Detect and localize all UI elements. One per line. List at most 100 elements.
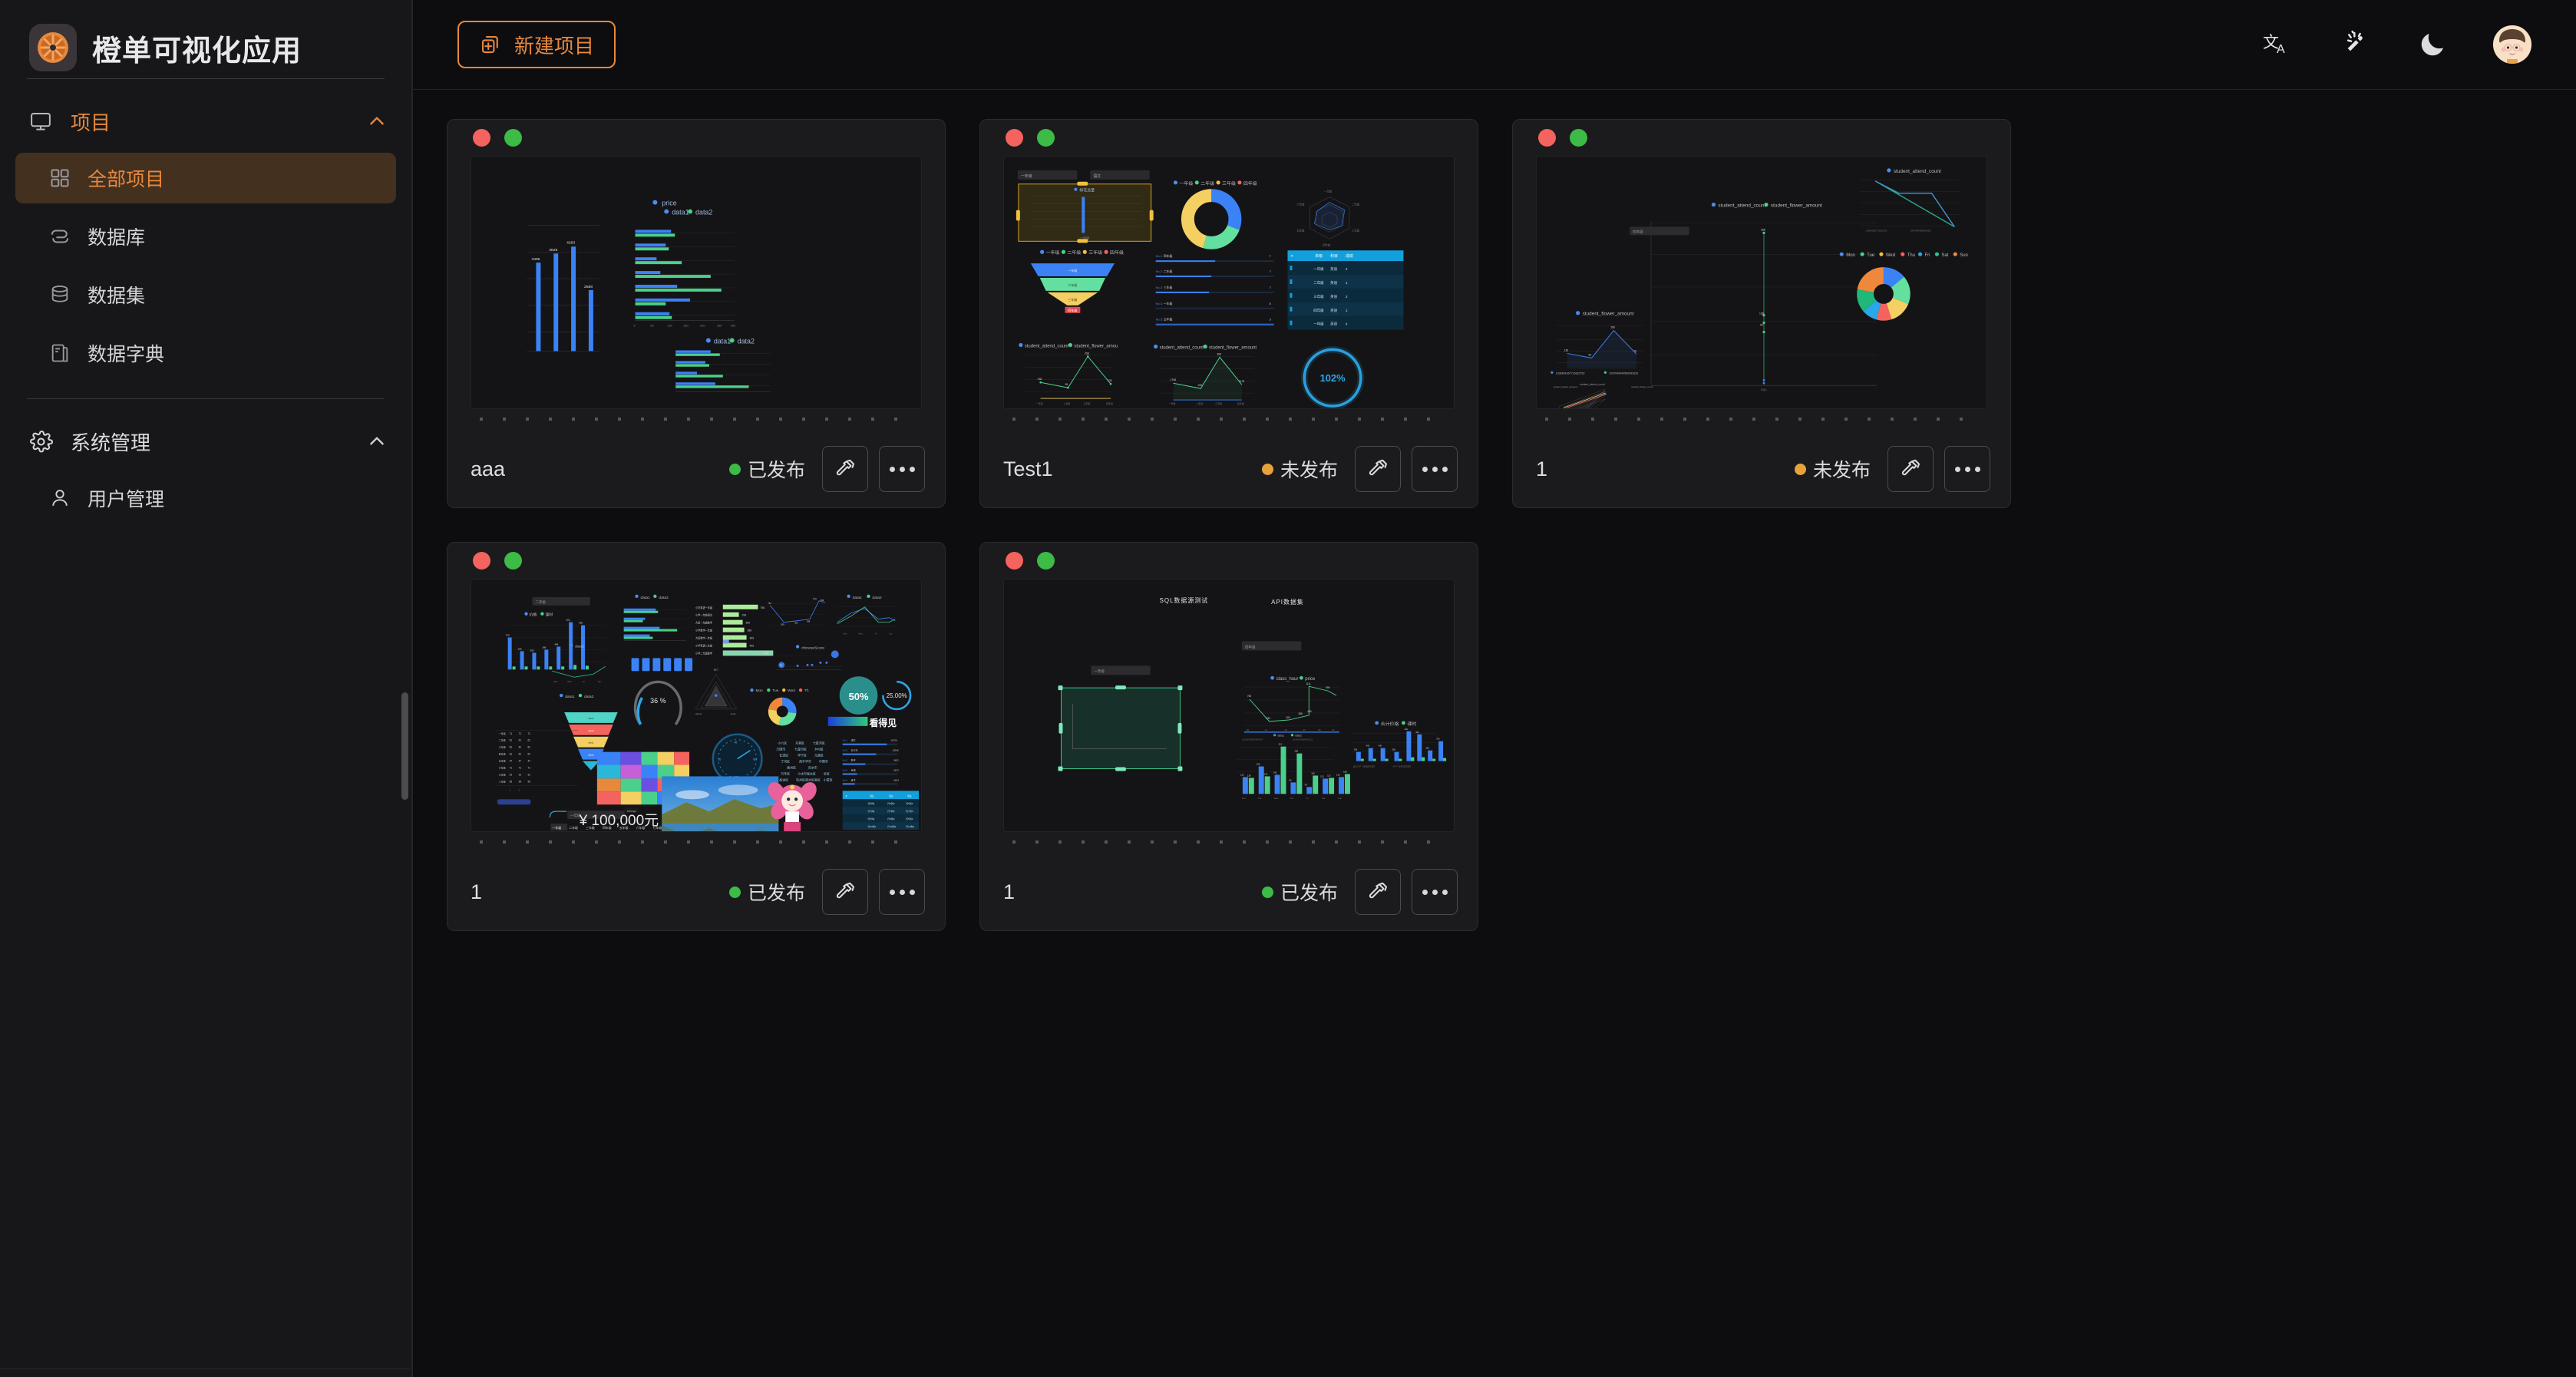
svg-text:300: 300 <box>1392 748 1396 751</box>
project-card[interactable]: student_attend_count 1036841067716322752… <box>1512 119 2011 508</box>
more-options-button[interactable] <box>879 446 925 492</box>
project-card[interactable]: SQL数据源测试 API数据集 四年级 一年级 <box>979 542 1478 931</box>
avatar[interactable] <box>2493 25 2531 64</box>
card-thumbnail-dashboard-full[interactable]: 一年级 语文 鲜花总量 一 <box>1003 156 1455 409</box>
svg-text:行5列2: 行5列2 <box>887 801 895 805</box>
edit-project-button[interactable] <box>822 869 868 915</box>
svg-text:81: 81 <box>519 746 522 749</box>
status-dot <box>1261 463 1273 475</box>
main-area: 新建项目 文 A <box>413 0 2576 1377</box>
sidebar: 橙单可视化应用 项目 <box>0 0 413 1377</box>
card-thumbnail-charts-bars[interactable]: price <box>471 156 922 409</box>
sidebar-scrollbar[interactable] <box>401 692 408 800</box>
money-label: ¥ 100,000元 <box>579 813 659 829</box>
more-options-button[interactable] <box>1412 869 1458 915</box>
svg-text:3826: 3826 <box>549 248 557 253</box>
more-options-button[interactable] <box>1412 446 1458 492</box>
svg-text:杭州区南水区高区: 杭州区南水区高区 <box>796 778 821 781</box>
svg-text:1036841067716322752: 1036841067716322752 <box>1556 371 1585 375</box>
svg-text:一年级: 一年级 <box>570 813 581 818</box>
svg-text:data2: data2 <box>738 338 755 345</box>
svg-text:student_attend_count: student_attend_count <box>1025 344 1069 348</box>
edit-project-button[interactable] <box>1355 446 1401 492</box>
svg-text:Tue: Tue <box>1258 797 1262 800</box>
svg-text:71: 71 <box>527 766 530 769</box>
svg-text:Tue: Tue <box>1867 253 1875 258</box>
svg-text:61: 61 <box>510 753 513 756</box>
svg-text:100: 100 <box>667 324 672 328</box>
svg-text:2588: 2588 <box>584 285 593 289</box>
card-thumbnail-sql-api-dashboard[interactable]: SQL数据源测试 API数据集 四年级 一年级 <box>1003 579 1455 832</box>
magic-wand-icon[interactable] <box>2337 27 2372 62</box>
project-name: 1 <box>1003 880 1016 903</box>
svg-text:95: 95 <box>1760 324 1763 327</box>
svg-text:四年级: 四年级 <box>1245 644 1256 649</box>
svg-text:71: 71 <box>527 732 530 735</box>
svg-text:元源区: 元源区 <box>814 754 824 758</box>
svg-text:行7列3: 行7列3 <box>906 809 913 813</box>
sidebar-item-all-projects[interactable]: 全部项目 <box>15 153 396 203</box>
card-ruler-ticks <box>447 409 945 431</box>
edit-project-button[interactable] <box>1355 869 1401 915</box>
more-options-button[interactable] <box>1944 446 1990 492</box>
svg-text:行5列1: 行5列1 <box>867 817 875 821</box>
svg-text:大班数学一年级: 大班数学一年级 <box>695 636 713 640</box>
svg-text:33: 33 <box>1303 728 1306 731</box>
svg-text:一年级: 一年级 <box>1036 401 1043 405</box>
svg-text:美术: 美术 <box>851 778 856 781</box>
svg-text:一年级: 一年级 <box>1164 302 1173 305</box>
svg-text:Fri: Fri <box>583 680 585 683</box>
svg-text:50: 50 <box>650 324 654 328</box>
status-dot <box>1794 463 1806 475</box>
project-card[interactable]: 一年级 语文 鲜花总量 一 <box>979 119 1478 508</box>
svg-text:六年级: 六年级 <box>499 765 506 769</box>
svg-text:七年级: 七年级 <box>652 826 662 830</box>
card-thumbnail-dense-dashboard[interactable]: 二年级 价格 课时 750 299 300 388 499 111 <box>471 579 922 832</box>
project-card[interactable]: 二年级 价格 课时 750 299 300 388 499 111 <box>447 542 946 931</box>
svg-text:data1: data1 <box>714 338 731 345</box>
card-thumbnail-wrap: 一年级 语文 鲜花总量 一 <box>980 156 1478 409</box>
moon-icon[interactable] <box>2415 27 2450 62</box>
status-badge: 已发布 <box>728 455 805 483</box>
svg-text:71: 71 <box>519 766 522 769</box>
svg-text:499: 499 <box>750 637 755 640</box>
svg-text:1: 1 <box>1346 281 1348 285</box>
edit-project-button[interactable] <box>822 446 868 492</box>
svg-text:data1: data1 <box>640 596 650 600</box>
svg-text:36 %: 36 % <box>650 697 665 705</box>
svg-text:No.3: No.3 <box>1156 286 1163 289</box>
svg-text:1037040040569391616: 1037040040569391616 <box>1609 371 1638 375</box>
project-name: Test1 <box>1003 457 1053 480</box>
status-dot <box>1261 886 1273 898</box>
nav-group-header-system[interactable]: 系统管理 <box>0 418 411 465</box>
nav-group-header-projects[interactable]: 项目 <box>0 97 411 145</box>
svg-text:299: 299 <box>1267 717 1271 720</box>
card-footer: 1 未发布 <box>1513 431 2010 507</box>
svg-text:二年级: 二年级 <box>535 599 546 605</box>
new-project-button[interactable]: 新建项目 <box>457 21 616 68</box>
project-name: 1 <box>1536 457 1548 480</box>
project-card[interactable]: price <box>447 119 946 508</box>
more-options-button[interactable] <box>879 869 925 915</box>
chevron-up-icon[interactable] <box>367 431 387 451</box>
svg-text:132: 132 <box>1336 773 1340 776</box>
svg-text:499: 499 <box>554 642 558 646</box>
translate-icon[interactable]: 文 A <box>2258 27 2294 62</box>
chevron-up-icon[interactable] <box>367 111 387 131</box>
sidebar-item-database[interactable]: 数据库 <box>15 211 396 262</box>
svg-text:万国市: 万国市 <box>776 748 785 751</box>
sidebar-item-user-management[interactable]: 用户管理 <box>15 473 396 523</box>
window-dot-green <box>504 552 522 570</box>
user-icon <box>48 486 72 510</box>
card-thumbnail-scatter-dashboard[interactable]: student_attend_count 1036841067716322752… <box>1536 156 1987 409</box>
svg-text:Sun: Sun <box>1960 253 1968 258</box>
svg-text:列1: 列1 <box>870 794 874 797</box>
svg-text:78: 78 <box>1304 783 1307 786</box>
sidebar-item-data-dictionary[interactable]: 数据字典 <box>15 328 396 378</box>
svg-text:四年级: 四年级 <box>1633 229 1643 234</box>
edit-project-button[interactable] <box>1887 446 1934 492</box>
sidebar-item-dataset[interactable]: 数据集 <box>15 269 396 320</box>
svg-text:138: 138 <box>1564 348 1569 352</box>
svg-text:一年级: 一年级 <box>1179 180 1193 187</box>
svg-text:195: 195 <box>1197 384 1202 387</box>
